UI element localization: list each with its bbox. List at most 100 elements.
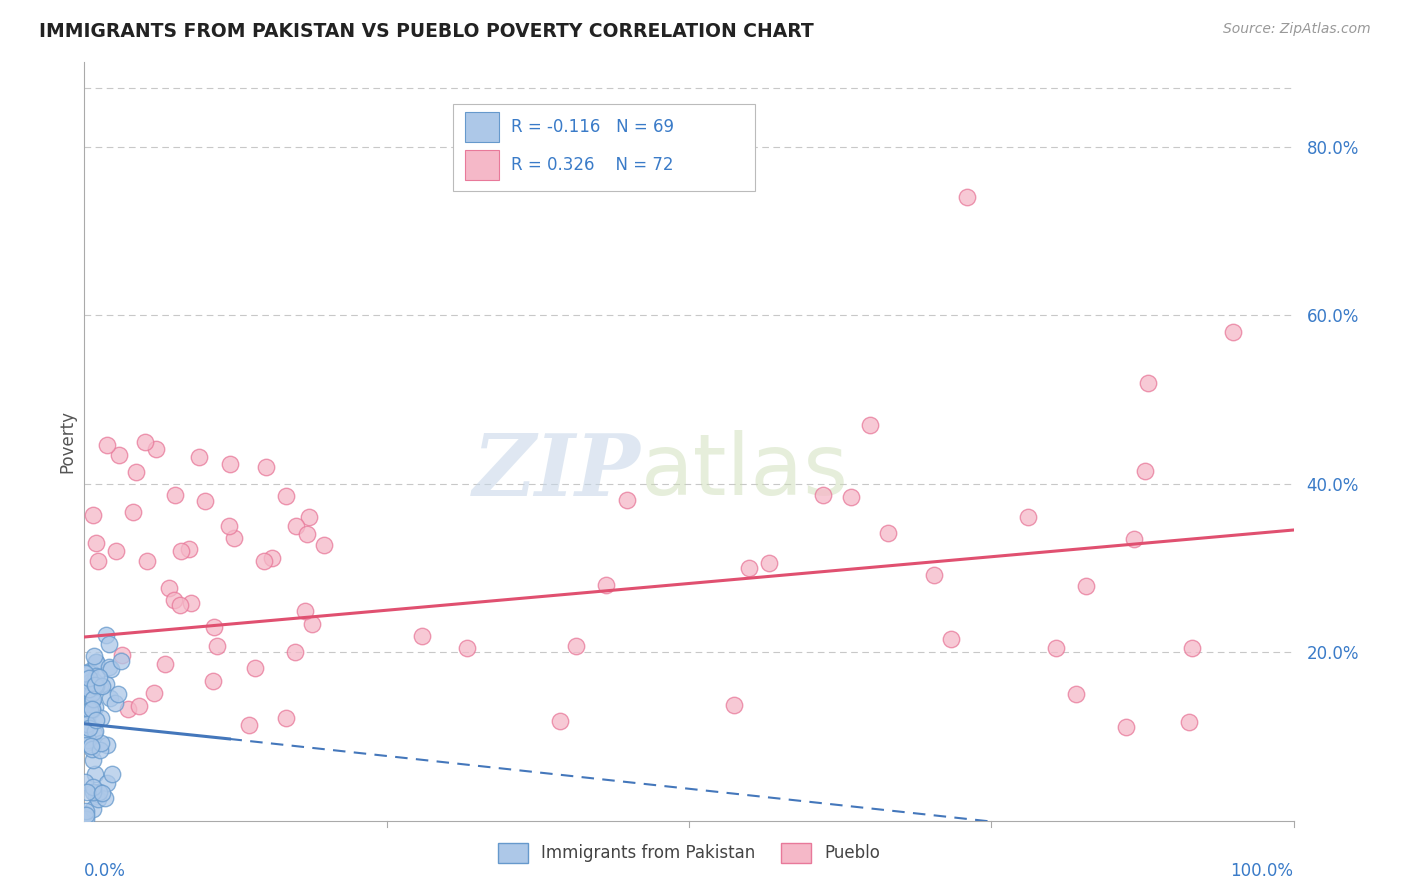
Point [75, 808, 97, 822]
Point [97, 637, 120, 651]
Point [101, 767, 124, 781]
Point [86, 554, 108, 568]
Point [143, 686, 166, 700]
Bar [453, 104, 755, 191]
Point [82, 508, 104, 522]
Point [104, 543, 127, 558]
Point [1222, 325, 1244, 339]
Point [84, 656, 107, 670]
Point [73, 806, 96, 821]
Point [80, 680, 103, 694]
Point [94, 628, 117, 642]
Point [122, 505, 145, 519]
Point [238, 717, 260, 731]
Point [243, 661, 266, 675]
Point [177, 541, 200, 556]
Text: Source: ZipAtlas.com: Source: ZipAtlas.com [1223, 22, 1371, 37]
Point [1115, 720, 1137, 734]
Point [202, 673, 225, 688]
Point [79, 675, 101, 690]
Point [91, 679, 114, 693]
Point [84, 669, 107, 683]
Point [96, 676, 118, 690]
Point [128, 698, 150, 713]
Point [89, 679, 111, 693]
Point [284, 644, 307, 658]
Point [108, 448, 131, 462]
Point [839, 490, 862, 504]
Point [1045, 641, 1067, 656]
Point [262, 551, 284, 566]
Bar [465, 112, 499, 142]
Point [859, 417, 882, 432]
Point [80, 703, 103, 717]
Point [1123, 532, 1146, 546]
Point [1135, 464, 1157, 478]
Point [254, 459, 277, 474]
Point [76, 785, 98, 799]
Point [136, 554, 159, 568]
Point [84, 536, 107, 550]
Point [73, 774, 96, 789]
Point [224, 531, 246, 545]
Point [75, 683, 97, 698]
Point [194, 493, 217, 508]
Point [87, 670, 110, 684]
Point [301, 616, 323, 631]
Point [77, 681, 100, 696]
Point [723, 698, 745, 713]
Point [565, 639, 588, 653]
Point [76, 713, 98, 727]
Point [82, 692, 104, 706]
Point [180, 596, 202, 610]
Point [314, 538, 336, 552]
Point [76, 716, 98, 731]
Point [202, 620, 225, 634]
Point [294, 604, 316, 618]
Point [924, 568, 946, 582]
Point [82, 785, 104, 799]
Point [145, 442, 167, 457]
Point [100, 662, 122, 676]
Point [84, 767, 107, 781]
Point [77, 680, 100, 694]
Point [89, 743, 111, 757]
Point [170, 544, 193, 558]
Point [97, 660, 120, 674]
Point [1181, 640, 1204, 655]
Point [91, 786, 114, 800]
Point [75, 805, 97, 819]
Point [87, 785, 110, 799]
Point [84, 700, 107, 714]
Point [82, 701, 104, 715]
Point [1178, 715, 1201, 730]
Point [82, 685, 104, 699]
Point [82, 754, 104, 768]
Point [83, 723, 105, 738]
Point [84, 677, 107, 691]
Point [83, 674, 105, 689]
Point [80, 739, 103, 754]
Point [98, 690, 121, 705]
Point [77, 671, 100, 685]
Point [75, 665, 97, 680]
Point [758, 556, 780, 570]
Point [274, 489, 297, 503]
Point [87, 792, 110, 806]
Point [550, 714, 572, 728]
Point [79, 721, 101, 735]
Point [595, 578, 617, 592]
Point [956, 190, 979, 204]
Point [276, 711, 298, 725]
Point [79, 702, 101, 716]
Point [187, 450, 209, 465]
Point [285, 519, 308, 533]
Point [205, 639, 228, 653]
Point [1137, 376, 1160, 390]
Point [169, 599, 191, 613]
Point [77, 733, 100, 747]
Point [79, 682, 101, 697]
Point [1074, 579, 1097, 593]
Point [83, 725, 105, 739]
Bar [465, 150, 499, 180]
